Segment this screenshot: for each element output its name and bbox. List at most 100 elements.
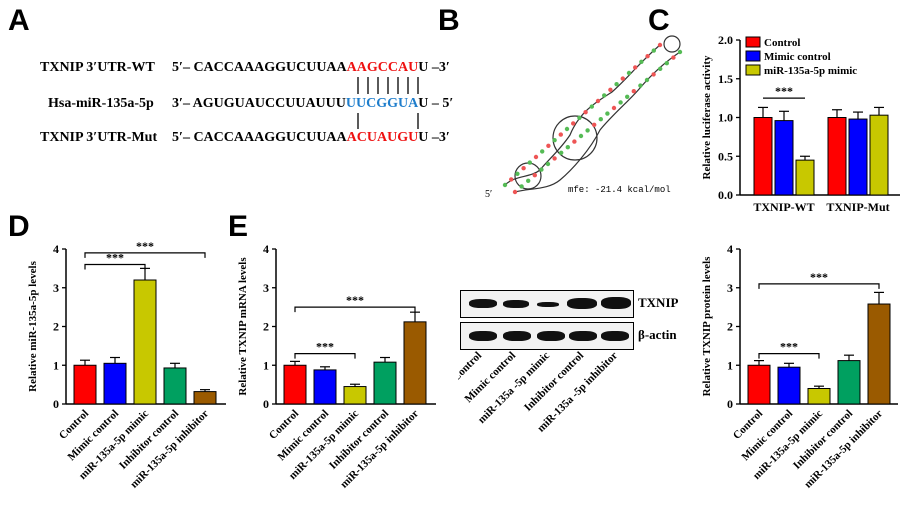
seq-name-wt: TXNIP 3′UTR-WT: [40, 60, 155, 75]
significance-bracket: [294, 306, 416, 313]
legend-label: miR-135a-5p mimic: [764, 65, 857, 77]
nucleotide: [546, 143, 551, 148]
bar: [869, 114, 889, 196]
seq-mirna-seed: UUCGGUA: [345, 96, 419, 111]
nucleotide: [638, 83, 643, 88]
nucleotide: [626, 70, 632, 76]
y-axis-label: Relative TXNIP protein levels: [701, 256, 713, 397]
panel-label-a: A: [8, 4, 30, 37]
y-tick-label: 1: [53, 358, 59, 372]
significance-label: ***: [106, 251, 124, 265]
seq-mut-suffix: U –3′: [418, 130, 450, 145]
y-tick-label: 0: [53, 397, 59, 411]
band: [601, 331, 629, 341]
bar: [313, 369, 337, 405]
nucleotide: [651, 48, 656, 53]
bar: [373, 361, 397, 405]
nucleotide: [533, 154, 539, 160]
bar: [163, 367, 187, 405]
significance-bracket: [758, 283, 880, 289]
bar: [848, 118, 868, 196]
y-tick-label: 0: [263, 397, 269, 411]
bar: [753, 117, 773, 196]
nucleotide: [677, 49, 683, 55]
significance-label: ***: [775, 84, 793, 98]
significance-label: ***: [316, 340, 334, 354]
bar: [403, 321, 427, 405]
significance-bracket: [84, 252, 206, 258]
nucleotide: [602, 93, 607, 98]
significance-label: ***: [780, 340, 798, 354]
legend-swatch: [745, 36, 761, 48]
y-tick-label: 4: [727, 242, 733, 256]
nucleotide: [651, 72, 656, 77]
bar: [103, 362, 127, 405]
seq-wt-prefix: 5′– CACCAAAGGUCUUAA: [172, 60, 347, 75]
band: [601, 297, 631, 309]
legend-label: Control: [764, 37, 800, 49]
seq-name-mirna: Hsa-miR-135a-5p: [48, 96, 154, 111]
internal-loop: [552, 115, 598, 161]
y-tick-label: 1.5: [718, 72, 733, 86]
nucleotide: [671, 55, 676, 60]
nucleotide: [664, 61, 669, 66]
bar: [837, 360, 861, 405]
band: [567, 298, 597, 309]
nucleotide: [583, 110, 588, 115]
bar: [747, 364, 771, 405]
nucleotide: [578, 133, 584, 139]
nucleotide: [605, 111, 610, 116]
nucleotide: [595, 98, 601, 104]
significance-bracket: [294, 353, 356, 359]
legend-swatch: [745, 50, 761, 62]
band: [569, 331, 597, 341]
y-tick-label: 4: [53, 242, 59, 256]
nucleotide: [592, 122, 597, 128]
nucleotide: [512, 189, 518, 195]
bar: [193, 391, 217, 405]
band: [469, 299, 497, 308]
y-tick-label: 3: [263, 281, 269, 295]
significance-bracket: [758, 353, 820, 359]
y-axis-label: Relative TXNIP mRNA levels: [237, 257, 249, 396]
nucleotide: [644, 77, 650, 83]
nucleotide: [657, 42, 663, 48]
seq-mut: 5′– CACCAAAGGUCUUAAACUAUGUU –3′: [172, 130, 450, 146]
nucleotide: [633, 65, 638, 70]
nucleotide: [559, 150, 564, 155]
seq-mirna: 3′– AGUGUAUCCUUAUUUUUCGGUAU – 5′: [172, 96, 453, 112]
nucleotide: [631, 89, 636, 94]
mfe-label: mfe: -21.4 kcal/mol: [568, 185, 671, 195]
panel-label-e: E: [228, 210, 249, 243]
bar: [133, 279, 157, 405]
nucleotide: [639, 59, 644, 64]
nucleotide: [558, 132, 563, 137]
y-tick-label: 2: [53, 320, 59, 334]
significance-label: ***: [810, 270, 828, 284]
nucleotide: [552, 156, 557, 161]
y-tick-label: 1.0: [718, 111, 733, 125]
y-tick-label: 2.0: [718, 33, 733, 47]
nucleotide: [572, 139, 577, 144]
nucleotide: [565, 145, 570, 150]
band: [537, 331, 565, 341]
nucleotide: [577, 115, 582, 121]
bar: [774, 120, 794, 196]
significance-bracket: [84, 263, 146, 270]
bar: [283, 364, 307, 405]
bar: [867, 303, 891, 405]
legend-label: Mimic control: [764, 51, 831, 63]
nucleotide: [585, 128, 590, 133]
rna-secondary-structure: 5′ mfe: -21.4 kcal/mol: [485, 35, 683, 200]
significance-label: ***: [346, 293, 364, 307]
nucleotide: [515, 171, 520, 176]
blot-actin: [460, 322, 634, 350]
nucleotide: [532, 173, 537, 178]
y-tick-label: 4: [263, 242, 269, 256]
blot-txnip: [460, 290, 634, 318]
bar: [795, 159, 815, 196]
blot-lane-label: Inhibitor control: [522, 350, 586, 414]
y-tick-label: 2: [727, 320, 733, 334]
